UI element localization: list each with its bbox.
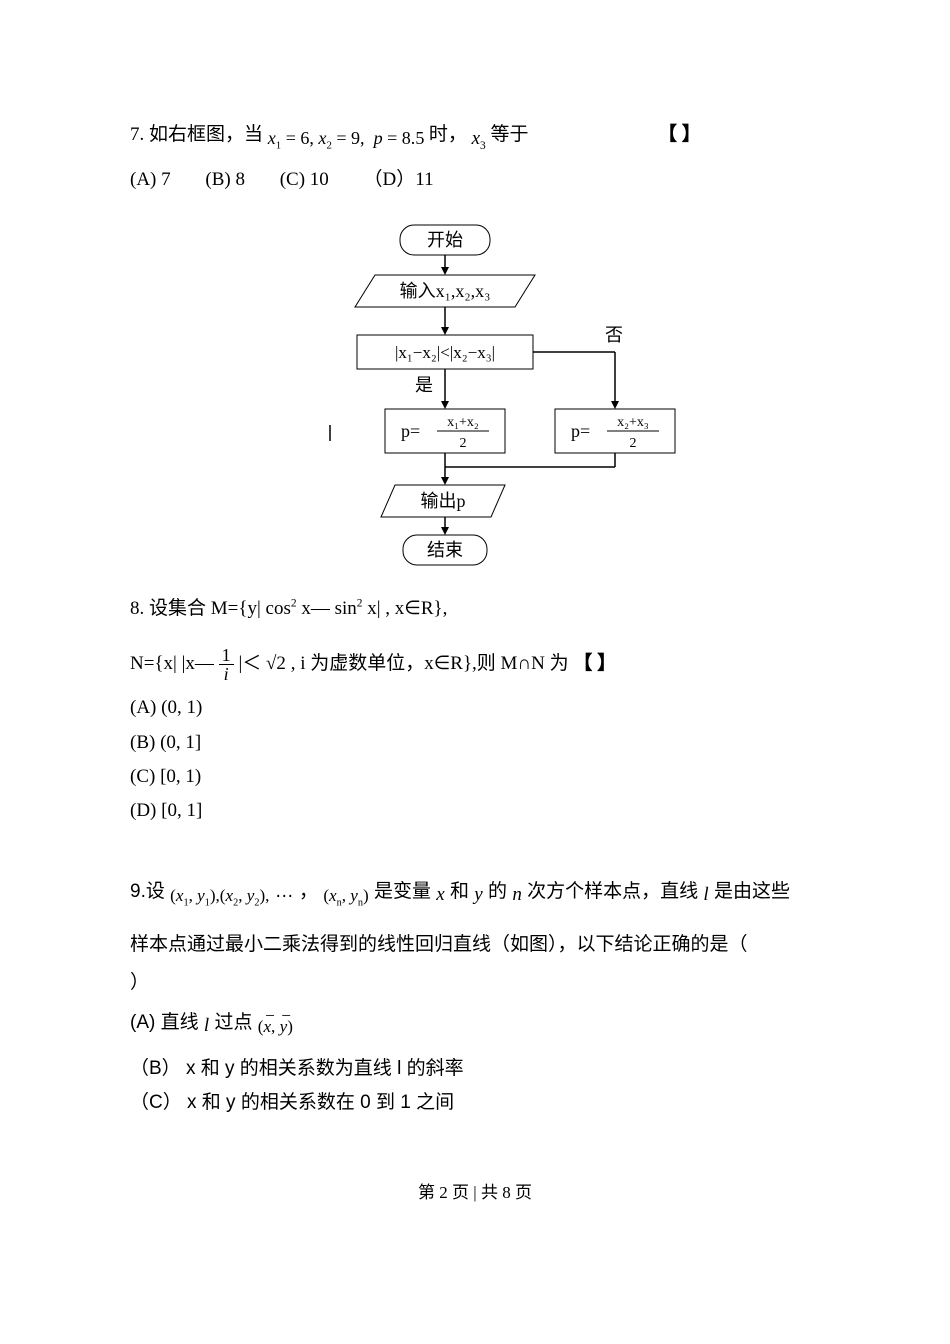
q9-x: x: [436, 884, 444, 905]
q9a-point: (−x, −y): [258, 1017, 293, 1036]
end-label: 结束: [427, 540, 463, 560]
q9-options: (A) 直线 l 过点 (−x, −y) （B） x 和 y 的相关系数为直线 …: [130, 1008, 820, 1118]
footer-suffix: 页: [515, 1183, 532, 1202]
p-right-den: 2: [630, 436, 637, 451]
no-label: 否: [605, 325, 623, 345]
q8-frac-den: i: [219, 665, 234, 683]
q8-stem: 8. 设集合 M={y| cos2 x— sin2 x| , x∈R},: [130, 594, 820, 624]
q7-opt-a: (A) 7: [130, 169, 171, 190]
q8-frac: 1 i: [219, 646, 234, 683]
q7-flowchart: 开始 输入x₁,x₂,x₃ |x₁−x₂|<|x₂−x₃| 是 否: [130, 213, 820, 583]
p-left-lhs: p=: [401, 421, 420, 441]
q8-bracket: 【 】: [573, 653, 616, 674]
q8-opt-d: (D) [0, 1]: [130, 796, 820, 826]
footer-page: 2: [439, 1183, 448, 1202]
q7-bracket: 【 】: [658, 124, 701, 145]
footer-prefix: 第: [418, 1183, 435, 1202]
input-label: 输入x₁,x₂,x₃: [400, 281, 491, 301]
q8-sin2: sin2: [335, 598, 363, 619]
q8-opt-a: (A) (0, 1): [130, 693, 820, 723]
q9-n: n: [512, 884, 522, 905]
q8-x2: x|: [367, 598, 380, 619]
q9-l: l: [703, 884, 708, 905]
start-label: 开始: [427, 230, 463, 250]
q9-dots: …: [275, 881, 294, 902]
q7-suffix: 等于: [491, 124, 529, 145]
footer-total: 8: [502, 1183, 511, 1202]
q7-opt-d: （D）11: [364, 169, 434, 190]
q9-mid2: 的: [488, 881, 507, 902]
q7-stem: 7. 如右框图，当 x1 = 6, x2 = 9, p = 8.5 时， x3 …: [130, 120, 820, 155]
q8-opt-c: (C) [0, 1): [130, 762, 820, 792]
footer-mid: 页 | 共: [452, 1183, 498, 1202]
p-left-num: x₁+x₂: [447, 415, 479, 430]
q7-mid: 时，: [429, 124, 467, 145]
q9a-l: l: [204, 1015, 209, 1036]
q8-cos2: cos2: [266, 598, 297, 619]
q7-prefix: 7. 如右框图，当: [130, 124, 263, 145]
q9-ptsn: (xn, yn): [323, 886, 368, 905]
q7-cond: x1 = 6, x2 = 9, p = 8.5: [268, 128, 429, 148]
q9a-mid: 过点: [214, 1012, 252, 1033]
q9-and: 和: [450, 881, 469, 902]
q7-options: (A) 7 (B) 8 (C) 10 （D）11: [130, 165, 820, 195]
q8-l2-prefix: N={x| |x—: [130, 653, 214, 674]
q7-x3: x3: [472, 128, 486, 149]
q8-options: (A) (0, 1) (B) (0, 1] (C) [0, 1) (D) [0,…: [130, 693, 820, 827]
q9-prefix: 9.设: [130, 881, 165, 902]
q9a-prefix: (A) 直线: [130, 1012, 199, 1033]
page-footer: 第 2 页 | 共 8 页: [130, 1179, 820, 1206]
q8-opt-b: (B) (0, 1]: [130, 728, 820, 758]
decision-label: |x₁−x₂|<|x₂−x₃|: [395, 343, 495, 362]
q9-y: y: [474, 884, 482, 905]
q9-opt-c: （C） x 和 y 的相关系数在 0 到 1 之间: [130, 1088, 820, 1118]
q8-frac-num: 1: [219, 646, 234, 665]
q9-line2: 样本点通过最小二乘法得到的线性回归直线（如图），以下结论正确的是（: [130, 930, 820, 960]
q9-comma: ，: [299, 881, 318, 902]
q9-stem: 9.设 (x1, y1),(x2, y2), … ， (xn, yn) 是变量 …: [130, 877, 820, 912]
flowchart-svg: 开始 输入x₁,x₂,x₃ |x₁−x₂|<|x₂−x₃| 是 否: [245, 213, 705, 573]
q8-line2: N={x| |x— 1 i |＜ √2 , i 为虚数单位，x∈R},则 M∩N…: [130, 646, 820, 683]
q9-mid1: 是变量: [374, 881, 431, 902]
q8-prefix: 8. 设集合 M={y|: [130, 598, 261, 619]
q7-opt-c: (C) 10: [280, 169, 329, 190]
q8-l2-suffix: , i 为虚数单位，x∈R},则 M∩N 为: [291, 653, 569, 674]
q8-abslt: |＜: [238, 653, 261, 674]
q9-opt-a: (A) 直线 l 过点 (−x, −y): [130, 1008, 820, 1041]
q9-opt-b: （B） x 和 y 的相关系数为直线 l 的斜率: [130, 1054, 820, 1084]
q8-sqrt2: √2: [266, 653, 286, 674]
q8-x1: x—: [301, 598, 330, 619]
q9-mid3: 次方个样本点，直线: [527, 881, 698, 902]
p-right-lhs: p=: [571, 421, 590, 441]
p-right-num: x₂+x₃: [617, 415, 649, 430]
q9-line3: ）: [130, 968, 820, 998]
q8-suffix: , x∈R},: [385, 598, 447, 619]
q9-mid4: 是由这些: [714, 881, 790, 902]
output-label: 输出p: [421, 491, 466, 511]
yes-label: 是: [415, 375, 433, 395]
p-left-den: 2: [460, 436, 467, 451]
q9-pts: (x1, y1),(x2, y2),: [170, 886, 269, 905]
q7-opt-b: (B) 8: [205, 169, 245, 190]
